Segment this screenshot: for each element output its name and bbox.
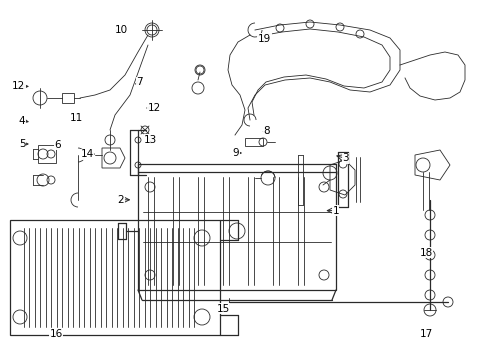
Text: 12: 12 bbox=[12, 81, 25, 91]
Text: 19: 19 bbox=[258, 34, 271, 44]
Text: 7: 7 bbox=[136, 77, 143, 87]
Text: 10: 10 bbox=[115, 24, 128, 35]
Bar bbox=[10, 220, 220, 335]
Text: 4: 4 bbox=[19, 116, 25, 126]
Text: 1: 1 bbox=[332, 206, 339, 216]
Text: 5: 5 bbox=[19, 139, 25, 149]
Text: 18: 18 bbox=[419, 248, 433, 258]
Text: 2: 2 bbox=[118, 195, 124, 205]
Bar bbox=[62, 93, 74, 103]
Text: 16: 16 bbox=[49, 329, 63, 339]
Bar bbox=[138, 172, 336, 290]
Text: 15: 15 bbox=[216, 303, 230, 314]
Text: 6: 6 bbox=[54, 140, 61, 150]
Text: 12: 12 bbox=[147, 103, 161, 113]
Text: 3: 3 bbox=[342, 153, 349, 163]
Text: 11: 11 bbox=[69, 113, 83, 123]
Text: 8: 8 bbox=[264, 126, 270, 136]
Text: 9: 9 bbox=[233, 148, 240, 158]
Text: 14: 14 bbox=[80, 149, 94, 159]
Bar bbox=[245, 138, 263, 146]
Text: 17: 17 bbox=[419, 329, 433, 339]
Text: 13: 13 bbox=[144, 135, 158, 145]
